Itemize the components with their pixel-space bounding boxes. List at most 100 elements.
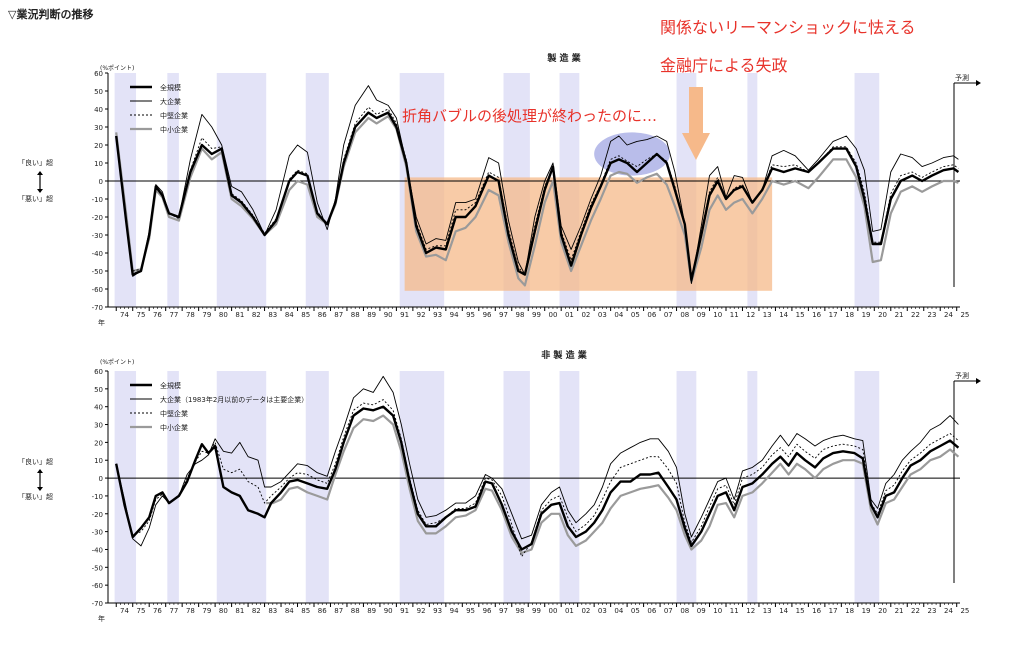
x-tick-label: 00: [548, 311, 557, 319]
legend-label: 大企業: [160, 97, 181, 106]
y-tick-label: -30: [92, 529, 103, 537]
x-tick-label: 85: [301, 311, 310, 319]
x-tick-label: 02: [581, 311, 590, 319]
x-tick-label: 87: [334, 311, 343, 319]
y-tick-label: -60: [92, 286, 103, 294]
x-tick-label: 81: [235, 311, 244, 319]
series-line-thin: [115, 375, 959, 547]
x-axis-label: 年: [98, 614, 105, 623]
x-tick-label: 06: [647, 607, 656, 615]
x-tick-label: 15: [796, 607, 805, 615]
up-arrowhead: [37, 171, 43, 175]
y-tick-label: -50: [92, 268, 103, 276]
x-tick-label: 05: [631, 311, 640, 319]
x-tick-label: 08: [680, 311, 689, 319]
x-tick-label: 77: [169, 311, 178, 319]
x-tick-label: 77: [169, 607, 178, 615]
x-tick-label: 18: [845, 311, 854, 319]
up-arrowhead: [37, 469, 43, 473]
x-tick-label: 94: [450, 607, 459, 615]
x-tick-label: 17: [829, 607, 838, 615]
x-tick-label: 04: [614, 607, 623, 615]
x-tick-label: 05: [631, 607, 640, 615]
x-tick-label: 13: [763, 607, 772, 615]
x-tick-label: 89: [367, 607, 376, 615]
forecast-arrowhead: [976, 378, 981, 384]
x-tick-label: 92: [417, 311, 426, 319]
legend-label: 全規模: [160, 381, 181, 390]
chart-title: 製 造 業: [546, 52, 581, 64]
y-tick-label: 50: [94, 88, 103, 96]
x-tick-label: 09: [697, 607, 706, 615]
x-tick-label: 02: [581, 607, 590, 615]
y-tick-label: 40: [94, 106, 103, 114]
annotation-lehman: 関係ないリーマンショックに怯える: [660, 18, 916, 37]
x-tick-label: 08: [680, 607, 689, 615]
x-tick-label: 80: [219, 311, 228, 319]
forecast-label: 予測: [955, 371, 969, 380]
x-tick-label: 80: [219, 607, 228, 615]
x-tick-label: 84: [285, 607, 294, 615]
y-tick-label: -40: [92, 546, 103, 554]
x-tick-label: 24: [944, 311, 953, 319]
highlight-box: [404, 177, 773, 291]
x-tick-label: 09: [697, 311, 706, 319]
x-tick-label: 84: [285, 311, 294, 319]
forecast-label: 予測: [955, 73, 969, 82]
x-tick-label: 97: [499, 311, 508, 319]
legend-label: 全規模: [160, 83, 181, 92]
x-tick-label: 85: [301, 607, 310, 615]
y-tick-label: -40: [92, 250, 103, 258]
recession-band: [305, 73, 329, 307]
highlight-ellipse: [594, 132, 670, 176]
x-tick-label: 86: [318, 311, 327, 319]
recession-band: [167, 73, 179, 307]
x-tick-label: 13: [763, 311, 772, 319]
y-tick-label: 60: [94, 368, 103, 376]
x-tick-label: 18: [845, 607, 854, 615]
y-axis-unit: (%ポイント): [100, 64, 134, 72]
series-line-bold: [115, 405, 960, 551]
x-tick-label: 22: [911, 311, 920, 319]
legend-label: 中堅企業: [160, 111, 188, 120]
x-tick-label: 76: [153, 607, 162, 615]
bad-label: 「悪い」超: [18, 194, 53, 203]
x-tick-label: 90: [384, 311, 393, 319]
recession-band: [114, 371, 137, 603]
recession-band: [399, 371, 445, 603]
x-tick-label: 91: [400, 607, 409, 615]
y-tick-label: -70: [92, 304, 103, 312]
x-tick-label: 76: [153, 311, 162, 319]
x-tick-label: 75: [136, 607, 145, 615]
x-tick-label: 89: [367, 311, 376, 319]
y-tick-label: 30: [94, 422, 103, 430]
x-tick-label: 75: [136, 311, 145, 319]
y-tick-label: 10: [94, 160, 103, 168]
x-tick-label: 12: [746, 311, 755, 319]
down-arrowhead: [37, 189, 43, 193]
recession-band: [676, 371, 697, 603]
page-heading: ▽業況判断の推移: [8, 8, 94, 21]
x-tick-label: 11: [730, 607, 739, 615]
y-tick-label: -70: [92, 600, 103, 608]
x-tick-label: 96: [483, 311, 492, 319]
x-tick-label: 81: [235, 607, 244, 615]
x-tick-label: 19: [862, 311, 871, 319]
annotation-arrow-shaft: [689, 87, 703, 133]
x-tick-label: 25: [960, 607, 969, 615]
y-tick-label: -20: [92, 214, 103, 222]
y-tick-label: 20: [94, 439, 103, 447]
x-tick-label: 96: [483, 607, 492, 615]
x-tick-label: 15: [796, 311, 805, 319]
legend-label: 大企業（1983年2月以前のデータは主要企業）: [160, 395, 308, 404]
x-tick-label: 88: [351, 311, 360, 319]
bad-label: 「悪い」超: [18, 492, 53, 501]
x-tick-label: 95: [466, 607, 475, 615]
x-tick-label: 90: [384, 607, 393, 615]
x-tick-label: 74: [120, 311, 129, 319]
x-tick-label: 14: [779, 311, 788, 319]
recession-band: [747, 371, 758, 603]
x-tick-label: 87: [334, 607, 343, 615]
x-tick-label: 91: [400, 311, 409, 319]
x-tick-label: 11: [730, 311, 739, 319]
